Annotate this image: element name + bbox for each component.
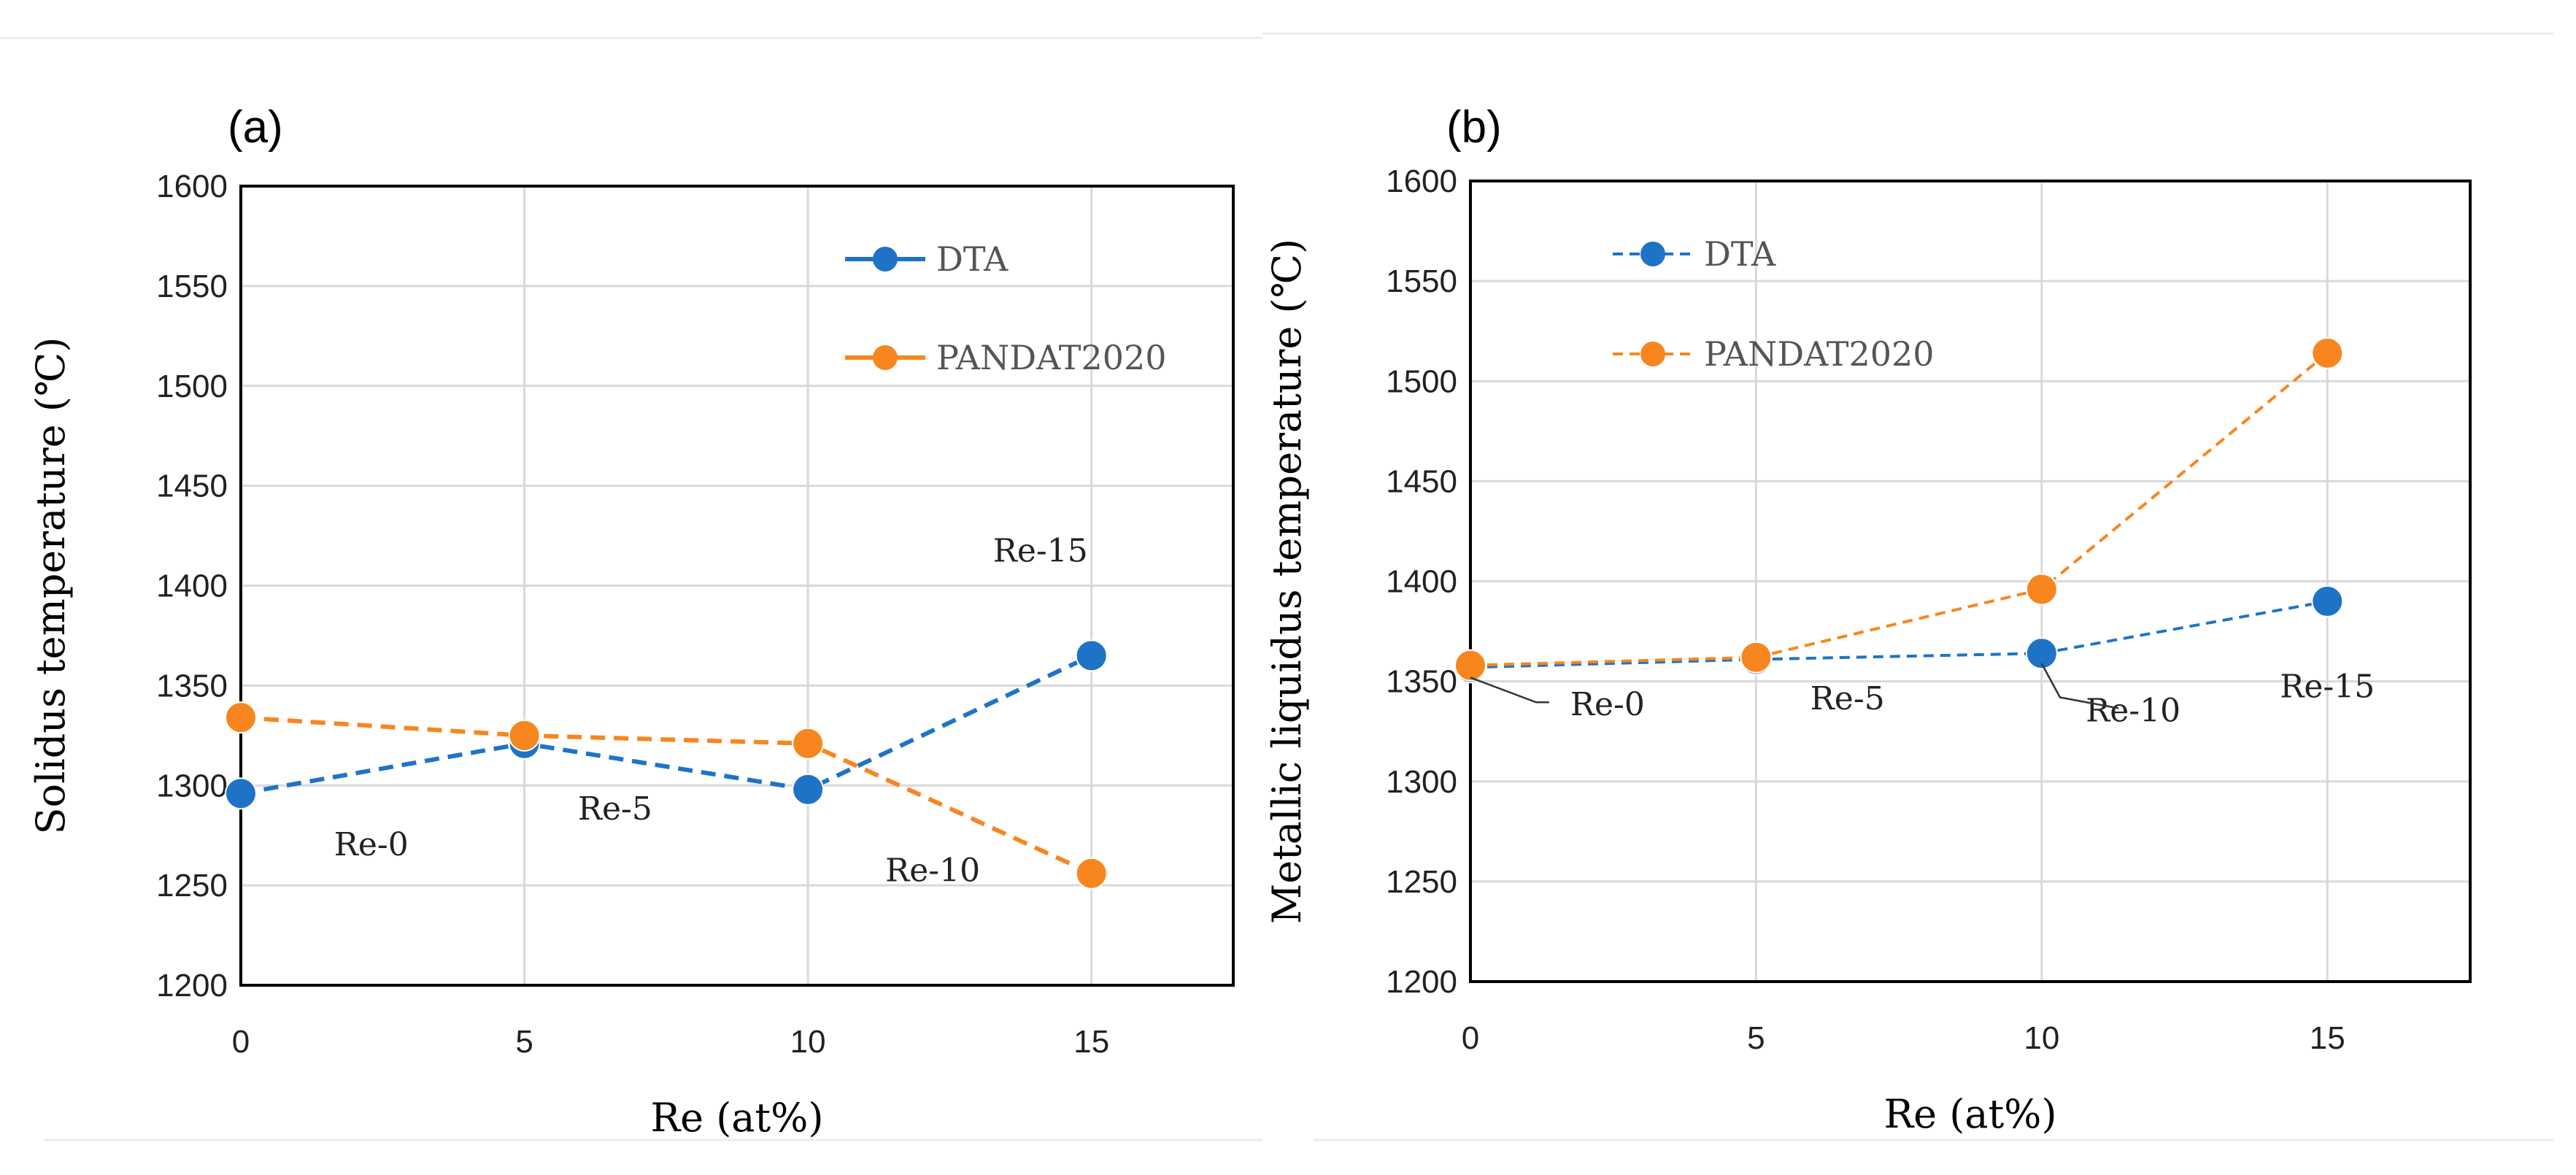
x-tick-label: 10 [790, 1024, 826, 1060]
x-tick-label: 0 [1462, 1020, 1479, 1056]
data-point-pandat2020 [508, 719, 541, 752]
legend-marker [873, 345, 898, 370]
y-tick-label: 1350 [1386, 664, 1457, 700]
data-point-dta [792, 773, 825, 806]
plot-frame [1469, 180, 2472, 983]
y-tick-label: 1200 [156, 968, 228, 1003]
legend-label: DTA [1704, 234, 1776, 274]
x-tick-label: 10 [2024, 1020, 2059, 1056]
y-tick-label: 1600 [156, 169, 228, 204]
legend-label: PANDAT2020 [936, 338, 1167, 377]
data-point-pandat2020 [1740, 641, 1773, 674]
annotation-label: Re-15 [2280, 669, 2375, 706]
series-line-dta [1470, 599, 2328, 669]
panel-label: (b) [1446, 102, 1502, 153]
x-tick-label: 15 [2310, 1020, 2345, 1056]
annotation-leader [1470, 677, 1549, 704]
y-tick-label: 1200 [1386, 964, 1457, 1000]
annotation-label: Re-0 [334, 826, 409, 863]
series-line-pandat2020 [240, 715, 1092, 876]
series-line-dta [240, 653, 1092, 796]
data-point-pandat2020 [792, 727, 825, 760]
annotation-label: Re-10 [885, 852, 980, 890]
data-point-pandat2020 [2311, 336, 2344, 369]
y-tick-label: 1350 [156, 668, 228, 704]
y-tick-label: 1250 [1386, 864, 1457, 900]
annotation-label: Re-0 [1570, 686, 1645, 723]
y-tick-label: 1400 [1386, 564, 1457, 600]
data-point-pandat2020 [225, 701, 257, 734]
x-tick-label: 5 [1747, 1020, 1765, 1056]
x-tick-label: 5 [515, 1024, 533, 1060]
x-tick-label: 0 [232, 1024, 250, 1060]
data-point-pandat2020 [2025, 573, 2058, 606]
y-tick-label: 1450 [1386, 463, 1457, 499]
y-tick-label: 1450 [156, 469, 228, 504]
chart-b: 1200 1250 1300 1350 1400 1450 1500 1550 1600 0 5 10… [1264, 102, 2472, 1137]
y-tick-label: 1400 [156, 569, 228, 604]
chart-a: 1200 1250 1300 1350 1400 1450 1500 1550 1600 0 5 10… [28, 102, 1235, 1141]
series-line-pandat2020 [1470, 352, 2329, 667]
annotation-label: Re-15 [993, 533, 1088, 570]
legend-label: PANDAT2020 [1704, 334, 1935, 374]
x-axis-label: Re (at%) [1883, 1091, 2056, 1137]
annotation-leader [2040, 663, 2119, 709]
data-point-dta [225, 777, 257, 810]
plot-frame [239, 185, 1235, 987]
data-point-pandat2020 [1454, 649, 1486, 682]
legend-marker [1640, 342, 1665, 366]
data-point-dta [2311, 585, 2344, 617]
legend-label: DTA [936, 239, 1009, 279]
x-axis-label: Re (at%) [650, 1095, 823, 1141]
y-tick-label: 1500 [156, 369, 228, 404]
legend-marker [873, 247, 898, 271]
y-tick-label: 1550 [1386, 263, 1457, 299]
annotation-label: Re-10 [2086, 692, 2180, 729]
x-tick-label: 15 [1073, 1024, 1109, 1060]
y-tick-label: 1500 [1386, 363, 1457, 399]
panel-label: (a) [228, 102, 283, 153]
y-tick-label: 1600 [1386, 163, 1457, 199]
y-tick-label: 1250 [156, 868, 228, 904]
y-tick-label: 1300 [156, 768, 228, 804]
y-tick-label: 1300 [1386, 764, 1457, 800]
y-axis-label: Metallic liquidus temperature (℃) [1264, 239, 1310, 924]
y-tick-label: 1550 [156, 269, 228, 304]
data-point-dta [1075, 639, 1108, 672]
data-point-dta [2025, 637, 2058, 670]
data-point-pandat2020 [1075, 857, 1108, 890]
annotation-label: Re-5 [578, 790, 652, 828]
y-axis-label: Solidus temperature (℃) [28, 337, 74, 835]
legend-marker [1640, 242, 1665, 266]
annotation-label: Re-5 [1810, 680, 1885, 717]
